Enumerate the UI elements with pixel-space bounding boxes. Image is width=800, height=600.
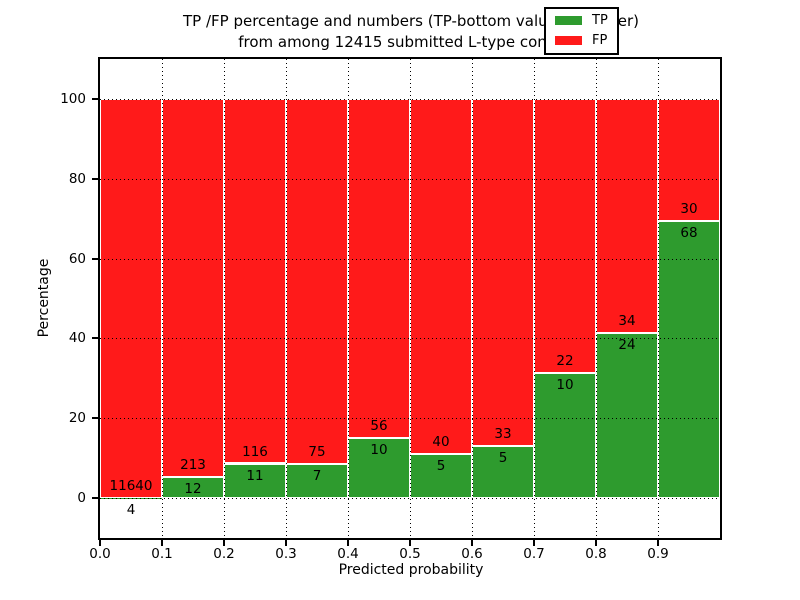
bar-label-tp: 24	[618, 336, 636, 353]
y-tick	[92, 417, 100, 420]
bar-label-tp: 7	[312, 468, 322, 484]
x-tick-label: 0.9	[647, 546, 669, 562]
bar-label-tp: 10	[370, 441, 388, 458]
y-tick	[92, 97, 100, 100]
bar-segment-tp	[596, 332, 658, 499]
x-tick	[161, 538, 163, 546]
bar-segment-tp	[410, 453, 472, 499]
x-tick-label: 0.1	[151, 546, 173, 562]
legend-item-tp: TP	[555, 14, 608, 27]
x-tick	[285, 538, 287, 546]
y-tick-label: 20	[68, 410, 86, 427]
bar-segment-fp	[596, 98, 658, 333]
x-tick-label: 0.4	[337, 546, 359, 562]
bar-label-tp: 4	[126, 501, 136, 518]
bar-label-tp: 68	[680, 225, 698, 242]
bar-segment-fp	[224, 98, 286, 464]
x-tick	[347, 538, 349, 546]
bar-segment-fp	[410, 98, 472, 454]
plot-area: 11640 4 213 12 116 11 75 7 56 10 40 5 33 5 22 10 34 24 30 6…	[60, 57, 722, 562]
gridline-vertical	[472, 59, 473, 538]
x-tick-label: 0.8	[585, 546, 607, 562]
chart-title-line1: TP /FP percentage and numbers (TP-bottom…	[183, 12, 639, 30]
y-tick	[92, 497, 100, 500]
x-tick-label: 0.2	[213, 546, 235, 562]
x-tick	[223, 538, 225, 546]
bar-segment-tp	[224, 463, 286, 499]
bar-segment-fp	[472, 98, 534, 446]
bar-segment-tp	[348, 437, 410, 499]
bar-label-fp: 22	[556, 353, 574, 370]
bar-segment-fp	[348, 98, 410, 438]
bar-segment-fp	[286, 98, 348, 464]
legend: TP FP	[544, 7, 619, 55]
legend-label-fp: FP	[592, 33, 608, 48]
x-tick-label: 0.5	[399, 546, 421, 562]
x-tick	[471, 538, 473, 546]
bar-label-tp: 5	[436, 457, 446, 474]
bar-label-fp: 11640	[109, 477, 153, 494]
bar-label-fp: 30	[680, 201, 698, 218]
gridline-vertical	[224, 59, 225, 538]
bar-segment-tp	[286, 464, 348, 499]
y-tick-label: 60	[68, 250, 86, 267]
bar-segment-tp	[534, 373, 596, 499]
bar-segment-fp	[534, 98, 596, 374]
bar-label-fp: 75	[308, 444, 326, 460]
legend-swatch-tp	[555, 16, 582, 25]
x-tick-label: 0.7	[523, 546, 545, 562]
bar-label-tp: 10	[556, 377, 574, 394]
bar-label-fp: 213	[180, 456, 206, 473]
legend-swatch-fp	[555, 36, 582, 45]
legend-item-fp: FP	[555, 34, 608, 47]
bar-label-tp: 5	[498, 449, 508, 466]
gridline-vertical	[162, 59, 163, 538]
y-tick	[92, 177, 100, 180]
y-tick	[92, 337, 100, 340]
x-tick-label: 0.3	[275, 546, 297, 562]
bar-label-fp: 34	[618, 312, 636, 329]
x-tick-label: 0.6	[461, 546, 483, 562]
y-tick-label: 80	[68, 170, 86, 187]
gridline-vertical	[596, 59, 597, 538]
bar-label-tp: 11	[246, 467, 264, 484]
x-axis-label: Predicted probability	[338, 562, 484, 578]
gridline-vertical	[348, 59, 349, 538]
x-tick	[409, 538, 411, 546]
chart-title: TP /FP percentage and numbers (TP-bottom…	[100, 11, 722, 53]
bar-label-fp: 56	[370, 417, 388, 434]
bar-label-fp: 40	[432, 433, 450, 450]
legend-label-tp: TP	[592, 13, 608, 28]
gridline-vertical	[658, 59, 659, 538]
gridline-vertical	[410, 59, 411, 538]
x-tick	[99, 538, 101, 546]
y-tick-label: 0	[77, 490, 86, 507]
bar-segment-fp	[162, 98, 224, 477]
y-tick	[92, 257, 100, 260]
x-tick	[595, 538, 597, 546]
chart-title-line2: from among 12415 submitted L-type contac…	[238, 33, 584, 51]
y-tick-label: 100	[60, 90, 86, 107]
gridline-vertical	[534, 59, 535, 538]
x-tick	[657, 538, 659, 546]
bar-label-fp: 116	[242, 443, 268, 460]
gridline-vertical	[286, 59, 287, 538]
bar-label-fp: 33	[494, 425, 512, 442]
bar-segment-fp	[100, 98, 162, 498]
x-tick	[533, 538, 535, 546]
bar-label-tp: 12	[184, 480, 202, 497]
y-axis-label: Percentage	[36, 258, 52, 338]
y-tick-label: 40	[68, 330, 86, 347]
x-tick-label: 0.0	[89, 546, 111, 562]
bar-segment-tp	[658, 221, 720, 499]
